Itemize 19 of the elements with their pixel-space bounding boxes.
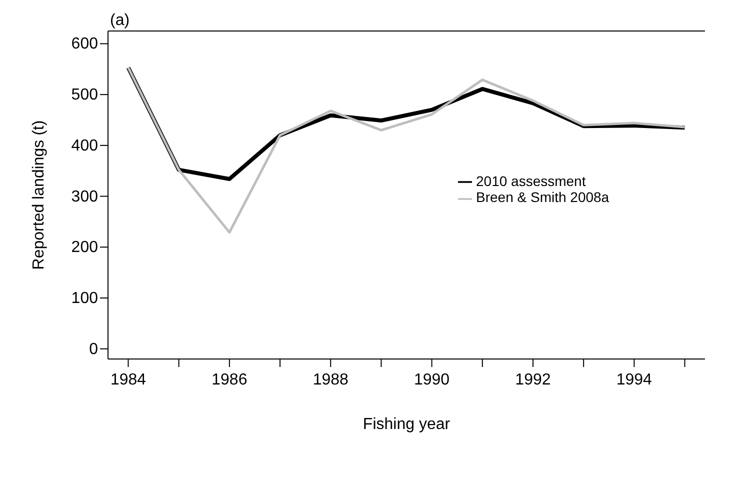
legend-label: Breen & Smith 2008a: [476, 189, 610, 206]
x-axis-title: Fishing year: [362, 416, 451, 433]
y-axis-title: Reported landings (t): [30, 120, 48, 270]
y-tick-label: 400: [71, 137, 98, 154]
x-tick-label: 1986: [212, 371, 248, 388]
y-tick-label: 300: [71, 188, 98, 206]
x-tick-label: 1988: [312, 371, 349, 388]
x-tick-label: 1994: [616, 371, 652, 388]
x-tick-label: 1990: [414, 371, 450, 388]
x-tick-label: 1984: [110, 371, 146, 388]
chart-title: (a): [110, 12, 130, 30]
y-tick-label: 100: [71, 290, 98, 307]
line-series: [126, 66, 686, 234]
y-tick-label: 200: [71, 239, 98, 256]
x-tick-label: 1992: [515, 371, 551, 388]
y-tick-label: 500: [71, 86, 98, 104]
legend-label: 2010 assessment: [476, 173, 586, 189]
y-tick-label: 0: [89, 340, 98, 358]
y-tick-label: 600: [71, 36, 98, 53]
